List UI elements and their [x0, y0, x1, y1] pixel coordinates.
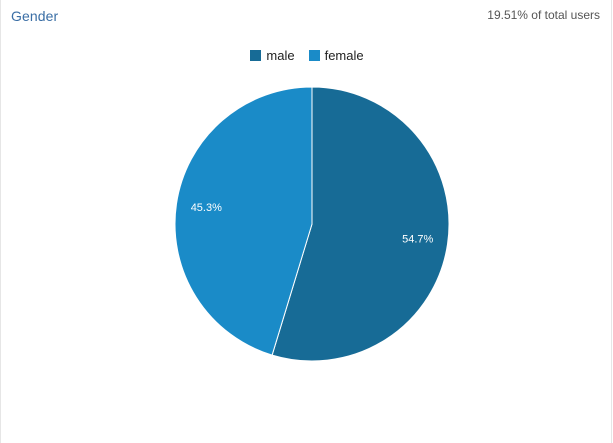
- slice-label-female: 45.3%: [191, 202, 222, 214]
- legend-label-male: male: [266, 48, 295, 63]
- panel-title: Gender: [11, 8, 59, 24]
- legend-label-female: female: [324, 48, 364, 63]
- legend-swatch-female: [308, 50, 320, 61]
- legend-item-female[interactable]: female: [308, 48, 364, 63]
- pie-slice-female[interactable]: [174, 86, 313, 356]
- pie-slice-male[interactable]: [271, 86, 450, 362]
- legend-item-male[interactable]: male: [250, 48, 295, 63]
- legend-swatch-male: [250, 50, 262, 61]
- slice-label-male: 54.7%: [402, 234, 433, 246]
- total-users-share: 19.51% of total users: [487, 8, 600, 22]
- chart-legend: male female: [1, 48, 613, 63]
